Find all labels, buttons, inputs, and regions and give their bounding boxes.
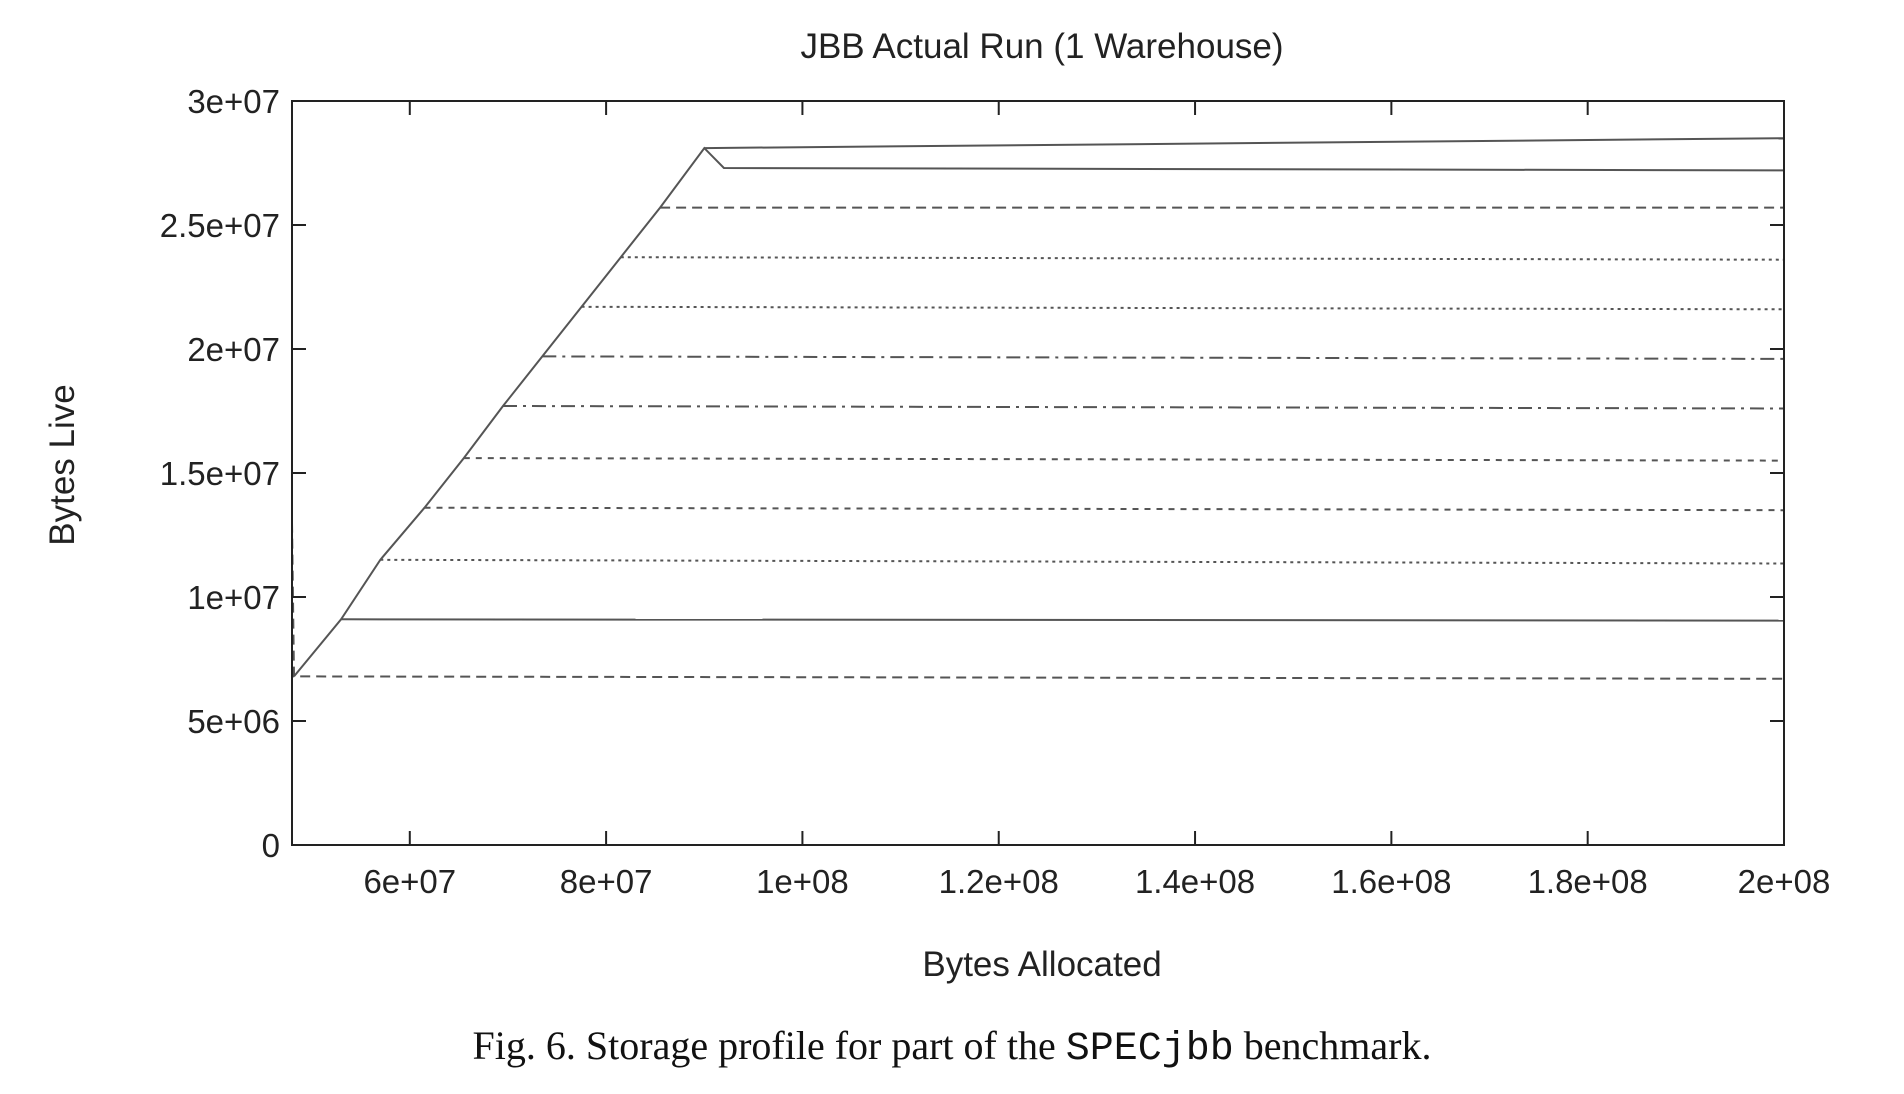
line-chart: JBB Actual Run (1 Warehouse) 6e+07 8e+07 1… — [43, 27, 1830, 984]
series-line-6 — [502, 405, 1785, 410]
series-line-2 — [341, 618, 1785, 622]
series-line-12 — [704, 137, 1785, 150]
y-axis: 0 5e+06 1e+07 1.5e+07 2e+07 2.5e+07 3e+07 — [160, 83, 1784, 864]
y-tick-label: 0 — [262, 827, 280, 864]
chart-title: JBB Actual Run (1 Warehouse) — [800, 27, 1283, 66]
x-tick-label: 1.4e+08 — [1135, 863, 1255, 900]
y-tick-label: 2e+07 — [187, 331, 280, 368]
x-tick-label: 6e+07 — [363, 863, 456, 900]
x-tick-label: 1.2e+08 — [939, 863, 1059, 900]
figure-caption: Fig. 6. Storage profile for part of the … — [0, 1022, 1904, 1072]
series-line-4 — [424, 506, 1785, 512]
series-line-3 — [380, 558, 1785, 565]
x-axis-label: Bytes Allocated — [922, 945, 1161, 984]
series-line-9 — [620, 256, 1785, 261]
y-tick-label: 2.5e+07 — [160, 207, 280, 244]
y-axis-label: Bytes Live — [43, 384, 82, 545]
plot-area — [291, 100, 1785, 846]
caption-text: Fig. 6. Storage profile for part of the — [472, 1023, 1066, 1068]
plot-frame — [291, 100, 1785, 846]
series-line-11 — [293, 146, 1785, 678]
caption-text-end: benchmark. — [1233, 1023, 1432, 1068]
x-axis: 6e+07 8e+07 1e+08 1.2e+08 1.4e+08 1.6e+08 1.8e… — [363, 101, 1830, 900]
series-line-7 — [542, 355, 1785, 360]
y-tick-label: 3e+07 — [187, 83, 280, 120]
x-tick-label: 8e+07 — [560, 863, 653, 900]
x-tick-label: 1.6e+08 — [1331, 863, 1451, 900]
x-tick-label: 1.8e+08 — [1528, 863, 1648, 900]
y-tick-label: 1e+07 — [187, 579, 280, 616]
x-tick-label: 2e+08 — [1738, 863, 1831, 900]
series-line-1 — [291, 522, 1785, 680]
series-line-8 — [581, 305, 1785, 311]
x-tick-label: 1e+08 — [756, 863, 849, 900]
series-line-5 — [463, 457, 1785, 462]
y-tick-label: 5e+06 — [187, 703, 280, 740]
y-tick-label: 1.5e+07 — [160, 455, 280, 492]
caption-benchmark-name: SPECjbb — [1065, 1027, 1234, 1072]
